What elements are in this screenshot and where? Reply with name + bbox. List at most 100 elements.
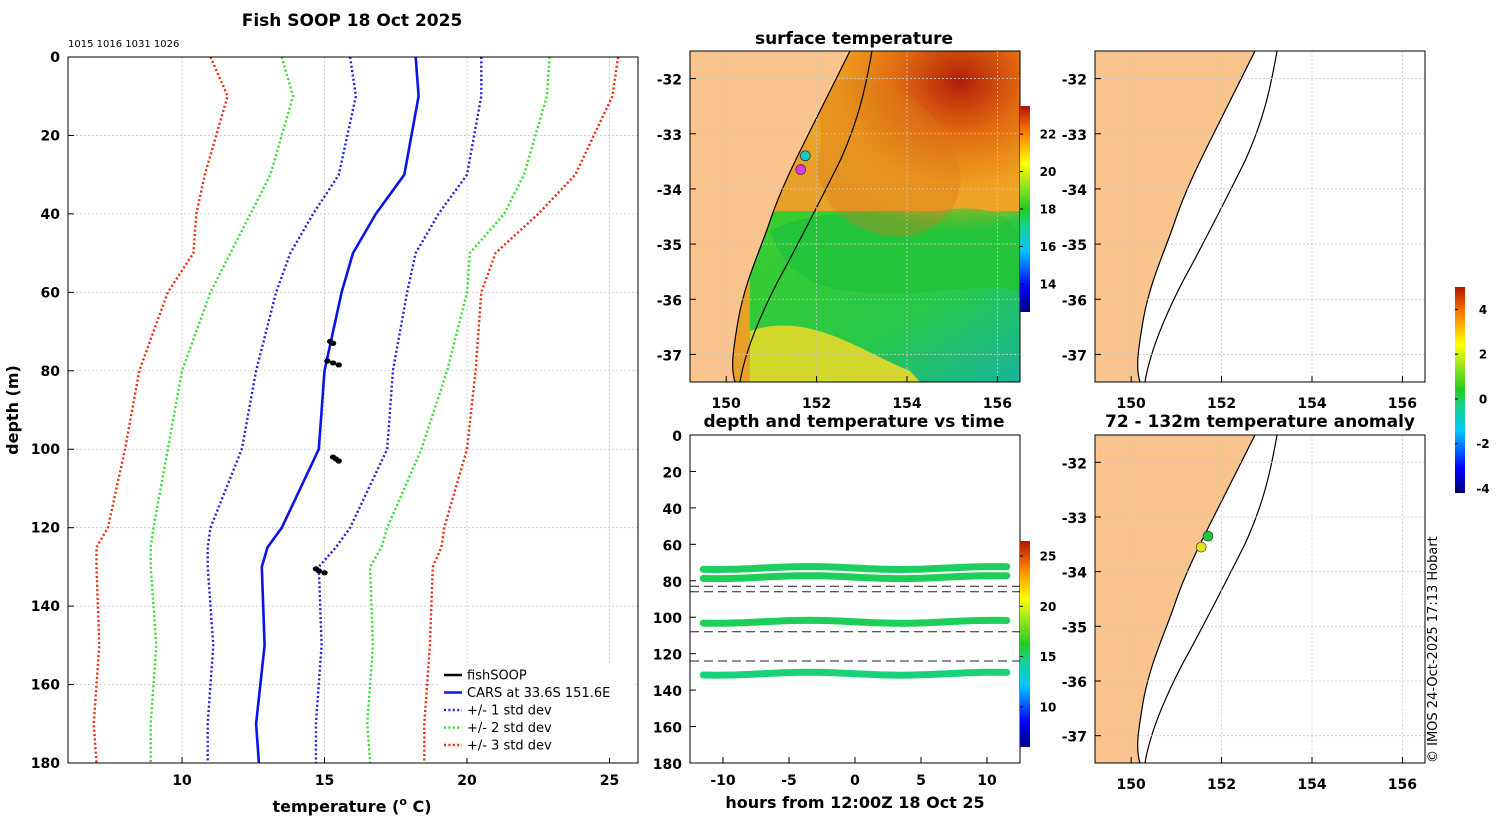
depth-time-ytick-label: 40 [663, 502, 683, 518]
depth-time-xtick-label: -10 [710, 773, 736, 789]
map-ytick-label: -36 [657, 293, 682, 309]
sst-eddy-ring [818, 79, 961, 237]
profile-panel: Fish SOOP 18 Oct 2025 1015 1016 1031 102… [3, 11, 639, 816]
map-ytick-label: -33 [1062, 511, 1087, 527]
legend-label: CARS at 33.6S 151.6E [467, 686, 610, 701]
depth-time-ytick-label: 140 [653, 684, 682, 700]
map-xtick-label: 152 [1207, 396, 1236, 412]
sst-title: surface temperature [755, 29, 953, 49]
sst-observations [795, 150, 811, 175]
depth-time-dashed-lines [690, 585, 1020, 662]
blank-map-isobath [1144, 51, 1278, 382]
map-ytick-label: -33 [1062, 128, 1087, 144]
anomaly-isobath [1144, 435, 1278, 763]
depth-time-ytick-label: 160 [653, 721, 682, 737]
depth-time-area [690, 435, 1020, 763]
profile-ytick-label: 80 [41, 364, 61, 380]
map-xtick-label: 152 [802, 396, 831, 412]
colorbar-tick-label: 0 [1479, 392, 1487, 406]
map-observation-dot [799, 150, 811, 162]
profile-series-line [254, 56, 420, 764]
fishsoop-point [321, 570, 328, 576]
profile-ytick-label: 120 [31, 521, 60, 537]
depth-time-xtick-label: 5 [916, 773, 926, 789]
depth-time-xtick-label: 0 [850, 773, 860, 789]
anomaly-colorbar [1455, 287, 1465, 493]
profile-series-line [149, 56, 295, 763]
map-ytick-label: -37 [1062, 730, 1087, 746]
map-xtick-label: 154 [1297, 396, 1326, 412]
map-xtick-label: 156 [1388, 777, 1417, 793]
map-ytick-label: -37 [1062, 348, 1087, 364]
map-xtick-label: 150 [1117, 396, 1146, 412]
anomaly-ticks: 150 152 154 156 -32 -33 -34 -35 -36 -37 [1062, 456, 1417, 793]
profile-xtick-label: 10 [172, 773, 192, 789]
profile-ytick-label: 160 [31, 678, 60, 694]
colorbar-tick-label: 2 [1479, 348, 1487, 362]
fishsoop-point [329, 340, 337, 346]
colorbar-tick-label: 4 [1479, 303, 1487, 317]
colorbar-tick-label: -4 [1476, 482, 1489, 496]
depth-time-xtick-label: -5 [781, 773, 797, 789]
profile-series-line [206, 56, 358, 763]
legend-label: +/- 2 std dev [467, 721, 552, 736]
colorbar-tick-label: 16 [1040, 240, 1057, 254]
blank-map [1095, 51, 1425, 382]
profile-subtitle: 1015 1016 1031 1026 [68, 39, 179, 50]
profile-frame [67, 56, 639, 764]
depth-time-colorbar [1020, 541, 1030, 747]
map-xtick-label: 156 [983, 396, 1012, 412]
legend-label: +/- 1 std dev [467, 704, 552, 719]
profile-series-line [314, 57, 483, 763]
sst-map [690, 51, 1020, 382]
map-ytick-label: -33 [657, 128, 682, 144]
fishsoop-points [312, 338, 342, 576]
profile-ytick-label: 180 [31, 756, 60, 772]
map-ytick-label: -37 [657, 348, 682, 364]
profile-ytick-label: 0 [50, 50, 60, 66]
sst-ticks: 150 152 154 156 -32 -33 -34 -35 -36 -37 [657, 73, 1012, 412]
map-xtick-label: 156 [1388, 396, 1417, 412]
map-ytick-label: -35 [1062, 620, 1087, 636]
colorbar-tick-label: -2 [1476, 437, 1489, 451]
depth-time-track [699, 668, 1011, 679]
profile-xlabel: temperature (o C) [272, 795, 431, 816]
profile-xtick-label: 20 [457, 773, 477, 789]
depth-time-tracks [699, 563, 1011, 679]
profile-series-line [366, 56, 551, 764]
blank-map-grid [1095, 51, 1425, 382]
profile-xtick-label: 15 [315, 773, 334, 789]
map-ytick-label: -35 [1062, 238, 1087, 254]
map-ytick-label: -34 [1062, 566, 1088, 582]
blank-map-ticks: 150 152 154 156 -32 -33 -34 -35 -36 -37 [1062, 73, 1417, 412]
map-observation-dot [1195, 541, 1207, 553]
map-observation-dot [795, 164, 807, 175]
map-ytick-label: -36 [1062, 675, 1087, 691]
sst-grid [690, 51, 1020, 382]
map-xtick-label: 154 [892, 396, 921, 412]
depth-time-xtick-label: 10 [977, 773, 997, 789]
profile-series-line [423, 56, 620, 763]
profile-ylabel: depth (m) [3, 365, 22, 455]
depth-time-ytick-label: 60 [663, 538, 683, 554]
anomaly-coastline [1137, 435, 1256, 763]
map-ytick-label: -34 [1062, 183, 1088, 199]
anomaly-title: 72 - 132m temperature anomaly [1105, 412, 1415, 432]
fishsoop-point [329, 360, 337, 366]
colorbar-tick-label: 22 [1040, 128, 1057, 142]
colorbar-tick-label: 10 [1040, 700, 1057, 714]
map-ytick-label: -32 [657, 73, 682, 89]
map-xtick-label: 152 [1207, 777, 1236, 793]
colorbar-tick-label: 20 [1040, 165, 1057, 179]
anomaly-panel: 72 - 132m temperature anomaly 150 152 154 1… [1062, 412, 1426, 793]
depth-time-track [699, 616, 1011, 627]
fishsoop-point [324, 358, 331, 364]
colorbar-tick-label: 25 [1040, 550, 1057, 564]
depth-time-ytick-label: 100 [653, 611, 682, 627]
depth-time-track [699, 563, 1011, 574]
map-ytick-label: -32 [1062, 456, 1087, 472]
sst-yellow-patch [750, 325, 920, 382]
anomaly-frame [1094, 434, 1426, 764]
